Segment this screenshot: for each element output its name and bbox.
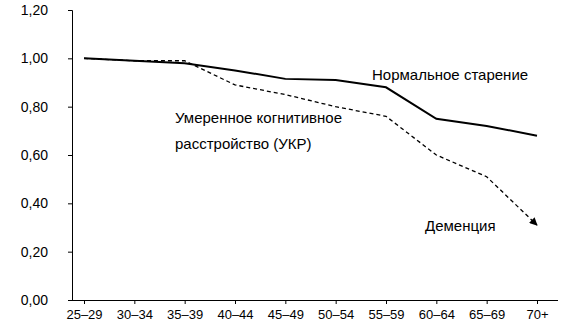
x-tick-mark: [285, 300, 286, 304]
x-tick: 40–44: [217, 300, 253, 322]
x-tick-mark: [185, 300, 186, 304]
y-tick-label: 0,80: [21, 99, 48, 115]
x-tick-label: 40–44: [217, 307, 253, 322]
y-axis-line: [68, 11, 73, 301]
x-tick-mark: [84, 300, 85, 304]
x-tick: 45–49: [268, 300, 304, 322]
x-tick: 35–39: [167, 300, 203, 322]
x-tick: 70+: [526, 300, 548, 322]
y-tick-label: 0,20: [21, 244, 48, 260]
x-tick-label: 35–39: [167, 307, 203, 322]
x-tick: 25–29: [66, 300, 102, 322]
y-tick-mark: [68, 252, 72, 253]
x-tick-mark: [436, 300, 437, 304]
x-tick-mark: [386, 300, 387, 304]
y-tick-mark: [68, 107, 72, 108]
y-tick-mark: [68, 10, 72, 11]
x-tick: 30–34: [117, 300, 153, 322]
y-tick-label: 1,00: [21, 50, 48, 66]
x-tick-mark: [487, 300, 488, 304]
y-tick-label: 0,60: [21, 147, 48, 163]
y-tick-mark: [68, 58, 72, 59]
x-tick: 60–64: [419, 300, 455, 322]
x-axis-line: [72, 300, 558, 301]
chart: 0,00 0,20 0,40 0,60 0,80 1,00 1,20 25–29 30–34 35…: [0, 0, 563, 323]
y-tick: 0,20: [21, 244, 72, 260]
y-tick: 0,00: [21, 292, 72, 308]
series-line: [84, 58, 537, 225]
x-tick-label: 60–64: [419, 307, 455, 322]
series-line: [84, 58, 537, 135]
y-tick: 0,80: [21, 99, 72, 115]
x-tick-label: 25–29: [66, 307, 102, 322]
x-tick-label: 70+: [526, 307, 548, 322]
x-tick-label: 55–59: [368, 307, 404, 322]
y-tick: 1,20: [21, 2, 72, 18]
y-tick: 0,40: [21, 195, 72, 211]
y-tick-label: 0,00: [21, 292, 48, 308]
x-tick-mark: [537, 300, 538, 304]
series-label: Нормальное старение: [372, 66, 528, 83]
annotation: Умеренное когнитивное: [175, 109, 342, 126]
x-tick-mark: [235, 300, 236, 304]
x-tick: 50–54: [318, 300, 354, 322]
series-label: Деменция: [425, 217, 496, 234]
y-tick-label: 1,20: [21, 2, 48, 18]
annotation: расстройство (УКР): [175, 135, 312, 152]
y-tick-label: 0,40: [21, 195, 48, 211]
x-tick-label: 30–34: [117, 307, 153, 322]
y-tick-mark: [68, 203, 72, 204]
y-axis: 0,00 0,20 0,40 0,60 0,80 1,00 1,20: [21, 2, 73, 308]
x-tick-label: 45–49: [268, 307, 304, 322]
y-tick: 0,60: [21, 147, 72, 163]
x-tick-mark: [336, 300, 337, 304]
x-tick-label: 65–69: [469, 307, 505, 322]
y-tick-mark: [68, 155, 72, 156]
x-tick-mark: [134, 300, 135, 304]
x-tick: 65–69: [469, 300, 505, 322]
plot-area: [84, 58, 537, 225]
x-axis: 25–29 30–34 35–39 40–44 45–49 50–54 55–59 60–64…: [66, 300, 558, 322]
x-tick: 55–59: [368, 300, 404, 322]
y-tick-mark: [68, 300, 72, 301]
x-tick-label: 50–54: [318, 307, 354, 322]
y-tick: 1,00: [21, 50, 72, 66]
